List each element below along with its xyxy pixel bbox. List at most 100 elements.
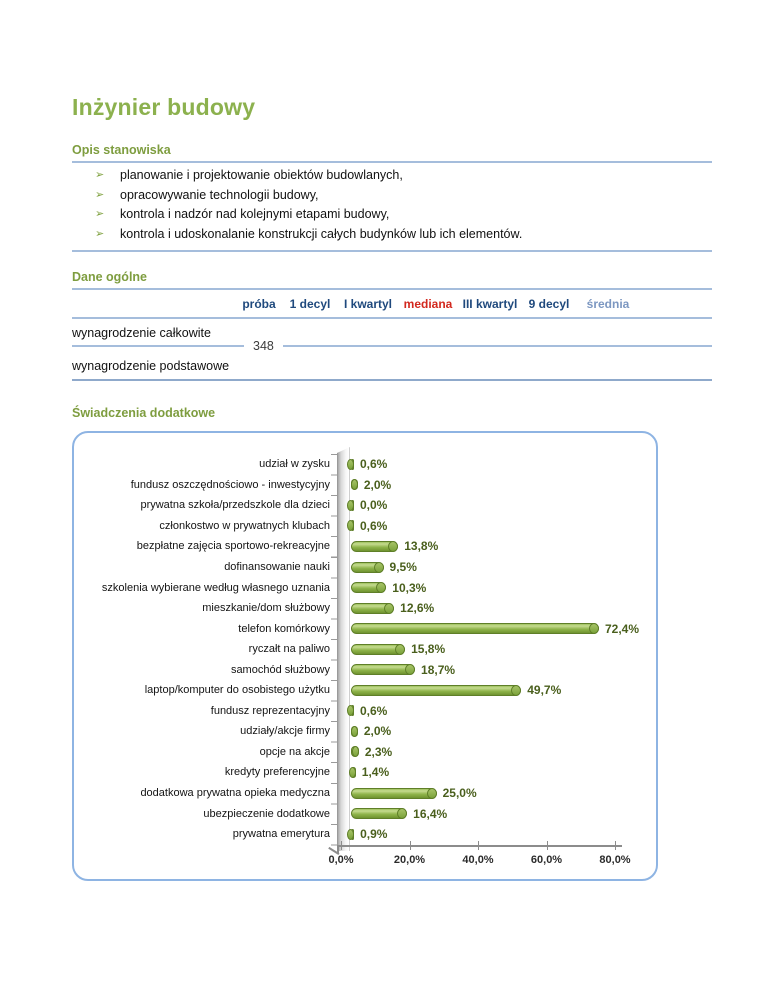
table-row-base-salary: wynagrodzenie podstawowe: [72, 352, 712, 373]
bar-zone: 1,4%: [336, 765, 389, 779]
chart-row: bezpłatne zajęcia sportowo-rekreacyjne 13…: [74, 536, 656, 557]
category-label: laptop/komputer do osobistego użytku: [144, 684, 330, 697]
job-description-item: ➢ kontrola i nadzór nad kolejnymi etapami…: [72, 205, 712, 225]
x-axis-tick: [615, 841, 616, 850]
column-header-mediana: mediana: [403, 297, 453, 311]
chart-row: szkolenia wybierane według własnego uzna…: [74, 577, 656, 598]
section-general-data: Dane ogólne próba 1 decyl I kwartyl medi…: [72, 270, 712, 381]
section-heading-dane-ogolne: Dane ogólne: [72, 270, 712, 290]
chart-row: telefon komórkowy 72,4%: [74, 618, 656, 639]
chart-row: kredyty preferencyjne 1,4%: [74, 762, 656, 783]
bar: [347, 458, 354, 470]
bar-zone: 13,8%: [336, 539, 438, 553]
x-axis-tick-marks: [341, 841, 621, 851]
section-heading-swiadczenia-dodatkowe: Świadczenia dodatkowe: [72, 406, 216, 420]
value-label: 16,4%: [413, 806, 448, 821]
value-label: 12,6%: [400, 601, 435, 616]
bar: [351, 582, 387, 594]
value-label: 2,0%: [363, 724, 392, 739]
section-heading-opis-stanowiska: Opis stanowiska: [72, 143, 712, 163]
bar-zone: 72,4%: [336, 622, 639, 636]
bar-zone: 0,6%: [336, 457, 387, 471]
value-label: 10,3%: [392, 580, 427, 595]
job-description-item: ➢ opracowywanie technologii budowy,: [72, 186, 712, 206]
salary-table-header: próba 1 decyl I kwartyl mediana III kwar…: [72, 291, 712, 319]
bar-zone: 12,6%: [336, 601, 434, 615]
chart-row: mieszkanie/dom służbowy 12,6%: [74, 598, 656, 619]
bullet-arrow-icon: ➢: [95, 169, 105, 181]
value-label: 1,4%: [361, 765, 390, 780]
column-header-i-kwartyl: I kwartyl: [343, 297, 393, 311]
x-axis-tick-label: 80,0%: [599, 854, 631, 866]
bar-zone: 9,5%: [336, 560, 417, 574]
divider-segment: [282, 345, 712, 347]
bar: [351, 602, 395, 614]
job-description-list: ➢ planowanie i projektowanie obiektów bud…: [72, 163, 712, 252]
bar-zone: 15,8%: [336, 642, 445, 656]
category-label: członkostwo w prywatnych klubach: [159, 519, 330, 532]
x-axis-line: [339, 845, 622, 847]
value-label: 13,8%: [404, 539, 439, 554]
category-label: udział w zysku: [259, 458, 330, 471]
value-label: 15,8%: [411, 642, 446, 657]
divider-segment: [72, 345, 244, 347]
x-axis-tick-label: 0,0%: [328, 854, 354, 866]
category-label: samochód służbowy: [230, 663, 330, 676]
axis-spur: [337, 845, 339, 854]
bar-zone: 0,0%: [336, 498, 387, 512]
chart-row: opcje na akcje 2,3%: [74, 742, 656, 763]
chart-row: członkostwo w prywatnych klubach 0,6%: [74, 516, 656, 537]
chart-rows: udział w zysku 0,6% fundusz oszczędnościow…: [74, 454, 656, 844]
bar: [351, 746, 359, 758]
category-axis-ticks: [331, 454, 337, 846]
page-title: Inżynier budowy: [72, 94, 256, 120]
bar: [348, 766, 356, 778]
x-axis-tick: [478, 841, 479, 850]
section-benefits: Świadczenia dodatkowe udział w zysku 0,6%…: [72, 406, 712, 881]
category-label: bezpłatne zajęcia sportowo-rekreacyjne: [136, 540, 330, 553]
chart-row: dodatkowa prywatna opieka medyczna 25,0%: [74, 783, 656, 804]
bullet-text: planowanie i projektowanie obiektów budo…: [120, 168, 403, 182]
x-axis-tick-label: 40,0%: [462, 854, 494, 866]
bar: [351, 643, 406, 655]
chart-row: dofinansowanie nauki 9,5%: [74, 557, 656, 578]
chart-row: prywatna szkoła/przedszkole dla dzieci 0,…: [74, 495, 656, 516]
category-label: udziały/akcje firmy: [240, 725, 330, 738]
category-label: prywatna emerytura: [232, 828, 330, 841]
bar: [350, 725, 358, 737]
bar: [351, 623, 599, 635]
bullet-text: kontrola i nadzór nad kolejnymi etapami …: [120, 207, 390, 221]
category-label: opcje na akcje: [259, 745, 330, 758]
sample-size-value: 348: [253, 339, 274, 353]
job-description-item: ➢ planowanie i projektowanie obiektów bud…: [72, 166, 712, 186]
x-axis-tick-label: 20,0%: [393, 854, 426, 866]
bar: [347, 520, 354, 532]
category-label: ubezpieczenie dodatkowe: [203, 807, 330, 820]
chart-3d-wall: [337, 447, 350, 851]
value-label: 49,7%: [527, 683, 562, 698]
bullet-text: kontrola i udoskonalanie konstrukcji cał…: [120, 226, 523, 241]
bullet-text: opracowywanie technologii budowy,: [120, 187, 319, 202]
value-label: 25,0%: [442, 786, 477, 801]
column-header-iii-kwartyl: III kwartyl: [462, 297, 518, 311]
column-header-1-decyl: 1 decyl: [289, 297, 331, 311]
chart-row: prywatna emerytura 0,9%: [74, 824, 656, 845]
bar-zone: 10,3%: [336, 581, 426, 595]
category-label: prywatna szkoła/przedszkole dla dzieci: [140, 499, 330, 512]
category-label: telefon komórkowy: [238, 622, 330, 635]
bar-zone: 2,0%: [336, 478, 391, 492]
category-label: fundusz oszczędnościowo - inwestycyjny: [130, 478, 330, 491]
table-divider-with-sample-size: 348: [72, 339, 712, 353]
bar-zone: 49,7%: [336, 683, 561, 697]
table-row-total-salary: wynagrodzenie całkowite: [72, 319, 712, 340]
chart-row: ubezpieczenie dodatkowe 16,4%: [74, 803, 656, 824]
bullet-arrow-icon: ➢: [95, 227, 105, 240]
bar-zone: 2,3%: [336, 745, 392, 759]
value-label: 2,3%: [364, 744, 393, 759]
value-label: 0,9%: [360, 827, 388, 842]
bar-zone: 18,7%: [336, 663, 455, 677]
job-description-item: ➢ kontrola i udoskonalanie konstrukcji ca…: [72, 225, 712, 245]
x-axis-labels: 0,0% 20,0% 40,0% 60,0% 80,0%: [328, 854, 641, 870]
bar: [351, 561, 384, 573]
